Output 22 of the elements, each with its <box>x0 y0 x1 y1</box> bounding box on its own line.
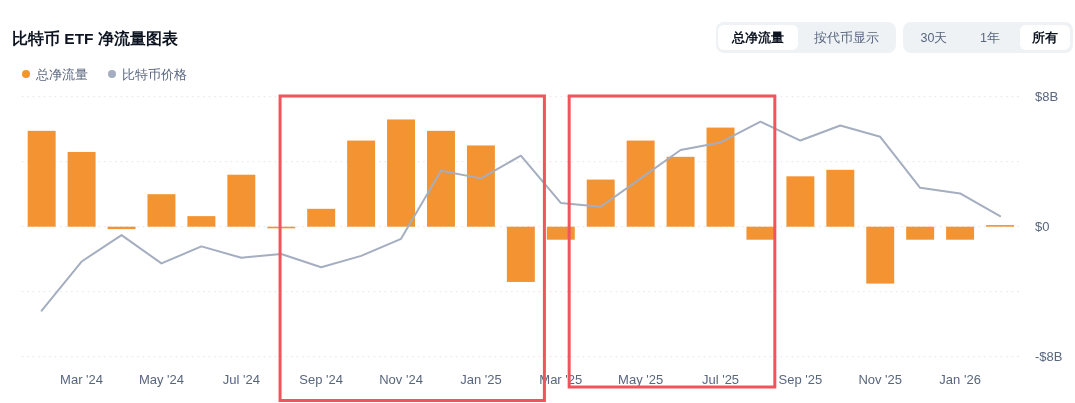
y-tick-label: -$8B <box>1035 349 1063 365</box>
x-tick-label: Mar '24 <box>60 371 104 387</box>
button-label: 1年 <box>980 31 1000 45</box>
x-tick-label: Sep '24 <box>299 371 344 387</box>
button-label: 所有 <box>1032 31 1058 45</box>
button-label: 30天 <box>920 31 948 45</box>
x-tick-label: Jan '26 <box>939 371 981 387</box>
y-tick-label: $0 <box>1035 219 1050 235</box>
y-tick-label: $8B <box>1035 89 1059 105</box>
x-tick-label: Jul '24 <box>222 371 260 387</box>
button-label: 总净流量 <box>732 31 784 45</box>
legend-label: 总净流量 <box>36 66 88 82</box>
button-label: 按代币显示 <box>813 31 879 45</box>
x-tick-label: Nov '25 <box>858 371 903 387</box>
x-tick-label: Nov '24 <box>379 371 423 387</box>
x-tick-label: Jan '25 <box>460 371 502 387</box>
x-tick-label: Jul '25 <box>701 371 740 387</box>
x-tick-label: Sep '25 <box>778 371 823 387</box>
title: 比特币 ETF 净流量图表 <box>12 30 178 47</box>
x-tick-label: May '25 <box>618 371 664 387</box>
x-tick-label: May '24 <box>138 371 184 387</box>
legend-label: 比特币价格 <box>122 66 187 82</box>
